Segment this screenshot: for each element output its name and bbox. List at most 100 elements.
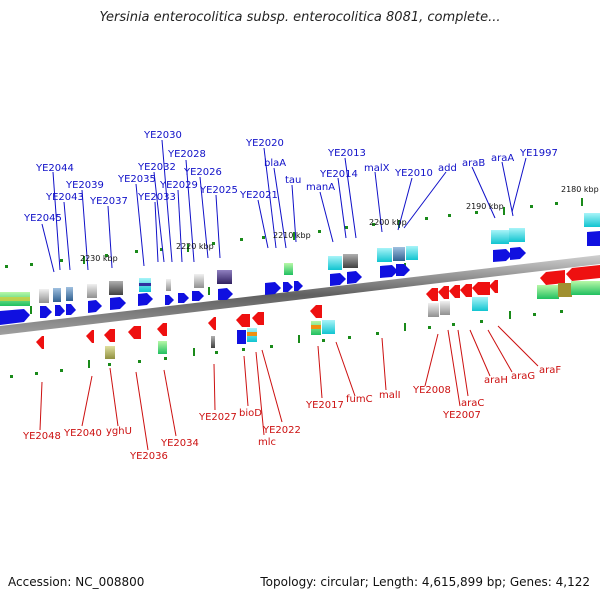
chromosome-backbone [0, 255, 600, 335]
gene-label[interactable]: YE2032 [137, 162, 176, 173]
gene-arrow[interactable] [157, 323, 167, 336]
gene-label[interactable]: araF [539, 365, 561, 376]
gene-arrow[interactable] [396, 264, 410, 276]
gene-label[interactable]: YE2017 [305, 400, 344, 411]
gene-label[interactable]: araA [491, 153, 514, 164]
gene-arrow[interactable] [438, 286, 449, 299]
gene-arrow[interactable] [265, 282, 281, 295]
gene-label[interactable]: yghU [106, 426, 132, 437]
gene-label[interactable]: YE2040 [63, 428, 102, 439]
gene-arrow[interactable] [165, 295, 174, 305]
gene-label[interactable]: YE2026 [183, 167, 222, 178]
gene-label[interactable]: YE2027 [198, 412, 237, 423]
forward-leader-lines [41, 139, 527, 273]
gene-label[interactable]: YE2028 [167, 149, 206, 160]
gene-label[interactable]: YE2025 [199, 185, 238, 196]
gene-label[interactable]: YE2045 [23, 213, 62, 224]
gene-label[interactable]: araB [462, 158, 485, 169]
map-title: Yersinia enterocolitica subsp. enterocol… [99, 10, 501, 25]
gene-arrow[interactable] [510, 247, 526, 260]
gene-label[interactable]: blaA [264, 158, 286, 169]
gene-arrow[interactable] [128, 326, 141, 339]
gene-arrow[interactable] [460, 284, 472, 297]
accession-label: Accession: NC_008800 [8, 575, 145, 589]
gene-arrow[interactable] [208, 317, 216, 330]
gene-arrow[interactable] [489, 280, 498, 293]
gene-arrow[interactable] [330, 273, 346, 286]
reverse-leader-lines [39, 325, 539, 451]
gene-label[interactable]: mlc [258, 437, 276, 448]
forward-feature-boxes [0, 213, 600, 306]
outer-scale-track [5, 198, 583, 268]
gene-label[interactable]: YE2030 [143, 130, 182, 141]
gene-arrow[interactable] [347, 271, 362, 284]
gene-label[interactable]: araH [484, 375, 508, 386]
gene-label[interactable]: bioD [239, 408, 262, 419]
gene-label[interactable]: YE2043 [45, 192, 84, 203]
gene-label[interactable]: manA [306, 182, 335, 193]
inner-scale-track [10, 263, 563, 378]
gene-arrow[interactable] [192, 291, 204, 301]
gene-arrow[interactable] [110, 297, 126, 310]
kbp-label: 2230 kbp [80, 254, 118, 263]
gene-label[interactable]: araC [461, 398, 484, 409]
reverse-feature-boxes [105, 281, 600, 359]
gene-label[interactable]: fumC [346, 394, 373, 405]
gene-arrow[interactable] [310, 305, 322, 318]
gene-label[interactable]: YE1997 [519, 148, 558, 159]
gene-label[interactable]: tau [285, 175, 301, 186]
gene-arrow[interactable] [104, 329, 115, 342]
gene-arrow[interactable] [55, 305, 65, 316]
gene-label[interactable]: YE2021 [239, 190, 278, 201]
kbp-label: 2180 kbp [561, 185, 599, 194]
gene-arrow[interactable] [218, 288, 233, 300]
forward-strand-genes[interactable] [0, 231, 600, 325]
gene-arrow[interactable] [294, 281, 303, 291]
gene-arrow[interactable] [138, 293, 153, 306]
gene-label[interactable]: YE2022 [262, 425, 301, 436]
kbp-label: 2210 kbp [273, 231, 311, 240]
gene-label[interactable]: araG [511, 371, 535, 382]
gene-label[interactable]: YE2039 [65, 180, 104, 191]
gene-arrow[interactable] [86, 330, 94, 343]
reverse-strand-genes[interactable] [36, 265, 600, 349]
gene-arrow[interactable] [426, 288, 438, 301]
gene-arrow[interactable] [40, 306, 52, 318]
gene-label[interactable]: YE2034 [160, 438, 199, 449]
gene-arrow[interactable] [0, 309, 30, 325]
gene-label[interactable]: YE2033 [137, 192, 176, 203]
gene-arrow[interactable] [88, 300, 102, 313]
kbp-label: 2200 kbp [369, 218, 407, 227]
gene-arrow[interactable] [493, 249, 512, 262]
gene-arrow[interactable] [472, 282, 490, 295]
gene-arrow[interactable] [66, 304, 76, 315]
gene-label[interactable]: YE2037 [89, 196, 128, 207]
gene-label[interactable]: YE2014 [319, 169, 358, 180]
gene-label[interactable]: YE2020 [245, 138, 284, 149]
gene-arrow[interactable] [178, 293, 189, 303]
gene-arrow[interactable] [540, 270, 565, 285]
gene-arrow[interactable] [380, 265, 398, 278]
kbp-label: 2220 kbp [176, 242, 214, 251]
gene-label[interactable]: YE2036 [129, 451, 168, 462]
gene-arrow[interactable] [449, 285, 460, 298]
gene-label[interactable]: YE2013 [327, 148, 366, 159]
gene-label[interactable]: malX [364, 163, 390, 174]
gene-label[interactable]: YE2008 [412, 385, 451, 396]
kbp-label: 2190 kbp [466, 202, 504, 211]
gene-arrow[interactable] [236, 314, 250, 327]
gene-label[interactable]: YE2029 [159, 180, 198, 191]
gene-arrow[interactable] [252, 312, 264, 325]
gene-arrow[interactable] [283, 282, 293, 292]
gene-arrow[interactable] [566, 265, 600, 281]
gene-label[interactable]: YE2035 [117, 174, 156, 185]
gene-arrow[interactable] [36, 336, 44, 349]
gene-label[interactable]: YE2010 [394, 168, 433, 179]
gene-label[interactable]: YE2007 [442, 410, 481, 421]
gene-label[interactable]: add [438, 163, 457, 174]
gene-label[interactable]: YE2048 [22, 431, 61, 442]
gene-arrow[interactable] [587, 231, 600, 246]
gene-label[interactable]: malI [379, 390, 401, 401]
gene-label[interactable]: YE2044 [35, 163, 74, 174]
